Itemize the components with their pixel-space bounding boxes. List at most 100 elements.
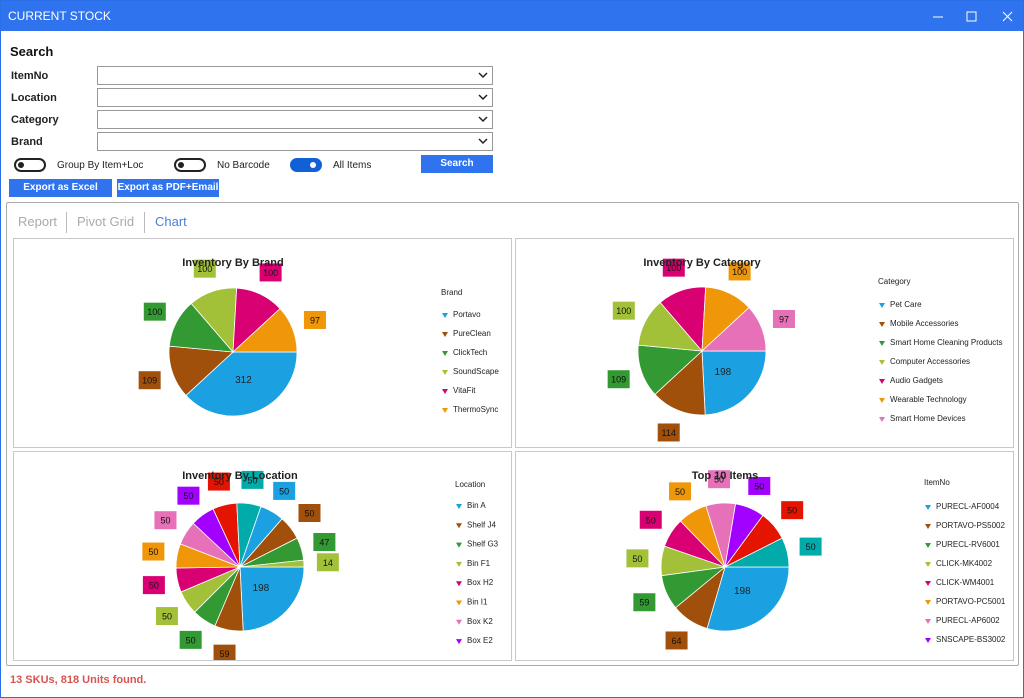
- data-label: 109: [611, 375, 626, 385]
- data-label-box: [781, 501, 804, 520]
- legend-label: PureClean: [453, 329, 491, 338]
- data-label: 50: [183, 491, 193, 501]
- data-label-box: [259, 263, 282, 282]
- field-label: ItemNo: [11, 70, 49, 82]
- chart-panel: 312 109 100 100 100 97 Inventory By Brand Brand…: [13, 238, 512, 448]
- search-title: Search: [10, 44, 54, 59]
- data-label: 50: [149, 581, 159, 591]
- data-label: 198: [253, 583, 270, 594]
- export-button[interactable]: Export as PDF+Email: [117, 179, 219, 197]
- legend-marker: [879, 341, 885, 346]
- chart-title: Inventory By Category: [643, 257, 761, 269]
- legend-marker: [456, 561, 462, 567]
- legend-marker: [879, 398, 885, 403]
- data-label-box: [657, 423, 680, 442]
- pie-slice: [239, 566, 305, 632]
- data-label: 50: [186, 635, 196, 645]
- title-bar: CURRENT STOCK: [1, 1, 1023, 31]
- legend-marker: [442, 351, 448, 356]
- chart-title: Top 10 Items: [692, 470, 758, 482]
- dropdown[interactable]: [97, 88, 493, 107]
- legend-label: Smart Home Devices: [890, 414, 966, 423]
- data-label-box: [241, 470, 264, 489]
- legend-marker: [879, 322, 885, 327]
- data-label-box: [273, 481, 296, 500]
- data-label-box: [142, 576, 165, 595]
- tab[interactable]: Pivot Grid: [77, 214, 135, 229]
- data-label-box: [748, 476, 771, 495]
- tab-separator: [144, 212, 145, 233]
- legend-label: SNSCAPE-BS3002: [936, 635, 1006, 644]
- field-label: Brand: [11, 136, 43, 148]
- pie-slice: [654, 350, 706, 416]
- field-label: Location: [11, 92, 57, 104]
- legend-label: ThermoSync: [453, 405, 498, 414]
- toggle[interactable]: [290, 158, 322, 172]
- data-label-box: [626, 549, 649, 568]
- tab-separator: [66, 212, 67, 233]
- legend-marker: [442, 332, 448, 337]
- legend-title: ItemNo: [924, 478, 950, 487]
- data-label: 50: [162, 612, 172, 622]
- chevron: [478, 138, 488, 145]
- data-label-box: [138, 371, 161, 390]
- data-label: 50: [806, 542, 816, 552]
- data-label: 47: [319, 538, 329, 548]
- data-label: 50: [646, 515, 656, 525]
- data-label-box: [665, 631, 688, 650]
- dropdown[interactable]: [97, 132, 493, 151]
- data-label-box: [639, 510, 662, 529]
- legend-marker: [456, 523, 462, 529]
- data-label: 59: [639, 598, 649, 608]
- legend-marker: [925, 638, 931, 643]
- export-button[interactable]: Export as Excel: [9, 179, 112, 197]
- data-label: 114: [662, 428, 676, 438]
- legend-marker: [879, 303, 885, 308]
- data-label: 50: [304, 509, 314, 519]
- toggle[interactable]: [14, 158, 46, 172]
- legend-label: PURECL-RV6001: [936, 540, 1000, 549]
- dropdown[interactable]: [97, 66, 493, 85]
- legend-label: Audio Gadgets: [890, 376, 943, 385]
- data-label: 50: [148, 547, 158, 557]
- toggle-label: Group By Item+Loc: [57, 160, 144, 171]
- toggle-knob: [178, 162, 184, 168]
- data-label-box: [143, 302, 166, 321]
- data-label-box: [155, 607, 178, 626]
- data-label: 100: [147, 307, 162, 317]
- data-label-box: [728, 262, 751, 281]
- legend-label: Bin A: [467, 501, 486, 510]
- data-label: 100: [616, 306, 631, 316]
- legend-label: Mobile Accessories: [890, 319, 958, 328]
- legend-marker: [456, 619, 462, 625]
- data-label-box: [607, 370, 630, 389]
- legend-label: Pet Care: [890, 300, 922, 309]
- dropdown[interactable]: [97, 110, 493, 129]
- tab[interactable]: Report: [18, 214, 58, 229]
- data-label: 50: [714, 475, 724, 485]
- legend-marker: [925, 524, 931, 529]
- legend-marker: [925, 543, 931, 548]
- legend-marker: [442, 313, 448, 318]
- data-label-box: [669, 482, 692, 501]
- legend-label: Shelf J4: [467, 520, 496, 529]
- legend-title: Location: [455, 480, 485, 489]
- legend-marker: [456, 639, 462, 645]
- toggle[interactable]: [174, 158, 206, 172]
- search-button[interactable]: Search: [421, 155, 493, 173]
- toggle-knob: [18, 162, 24, 168]
- chart-title: Inventory By Location: [182, 470, 298, 482]
- chevron: [478, 116, 488, 123]
- legend-label: Box E2: [467, 636, 493, 645]
- pie-slice: [185, 351, 298, 417]
- window-controls[interactable]: [931, 11, 1015, 23]
- legend-label: CLICK-MK4002: [936, 559, 993, 568]
- legend-title: Category: [878, 277, 910, 286]
- tab[interactable]: Chart: [155, 214, 187, 229]
- chart-panel: 198 64 59 50 50 50 50 50 50 50 Top 10 Items ItemNo P…: [515, 451, 1014, 661]
- data-label-box: [316, 553, 339, 572]
- data-label: 50: [160, 516, 170, 526]
- data-label-box: [303, 310, 326, 329]
- data-label: 97: [779, 314, 789, 324]
- chart-panel: 198 114 109 100 100 100 97 Inventory By Categor…: [515, 238, 1014, 448]
